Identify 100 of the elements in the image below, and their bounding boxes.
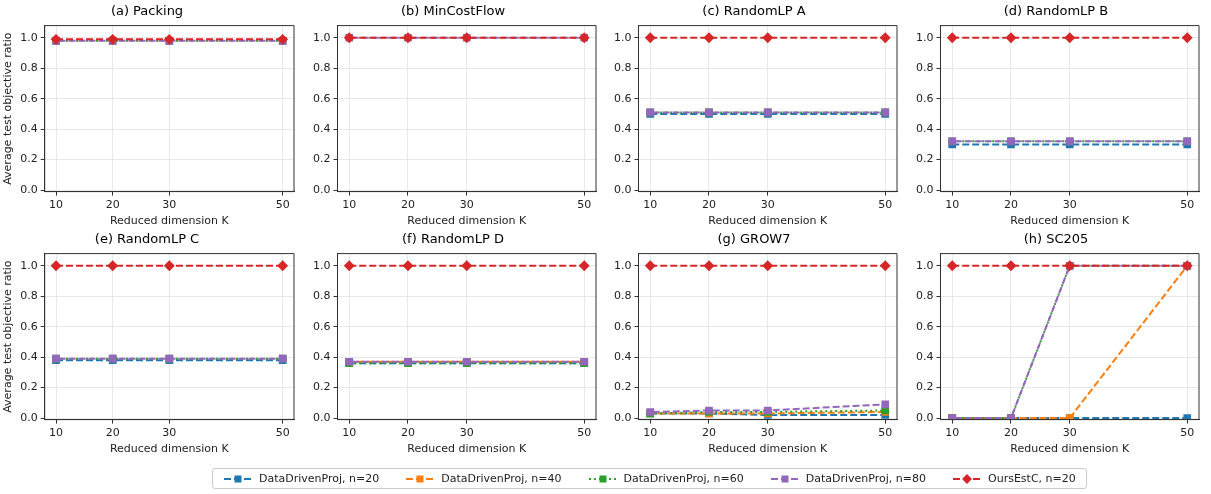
chart-title: (d) RandomLP B bbox=[1003, 3, 1109, 19]
chart-title: (b) MinCostFlow bbox=[400, 3, 506, 19]
y-tick-label: 0.6 bbox=[915, 91, 934, 105]
x-axis-title: Reduced dimension K bbox=[109, 214, 230, 228]
x-tick-label: 20 bbox=[702, 426, 716, 440]
x-tick-label: 50 bbox=[275, 198, 290, 212]
chart-title: (h) SC205 bbox=[1023, 231, 1089, 247]
y-tick-label: 0.6 bbox=[20, 319, 38, 333]
y-tick-label: 0.6 bbox=[613, 91, 632, 105]
y-tick-label: 0.4 bbox=[613, 122, 632, 136]
x-tick-label: 50 bbox=[577, 426, 592, 440]
y-tick-label: 0.8 bbox=[312, 289, 331, 303]
y-tick-label: 1.0 bbox=[613, 30, 632, 44]
x-axis-title: Reduced dimension K bbox=[407, 214, 527, 228]
x-tick-label: 30 bbox=[162, 426, 177, 440]
chart-title: (c) RandomLP A bbox=[702, 3, 806, 19]
legend-label: OursEstC, n=20 bbox=[988, 472, 1076, 485]
x-tick-label: 20 bbox=[401, 426, 415, 440]
y-tick-label: 1.0 bbox=[613, 258, 632, 272]
y-tick-label: 0.8 bbox=[613, 61, 632, 75]
x-tick-label: 20 bbox=[105, 426, 120, 440]
x-tick-label: 50 bbox=[878, 426, 893, 440]
x-tick-label: 10 bbox=[342, 198, 357, 212]
y-tick-label: 0.8 bbox=[20, 289, 38, 303]
x-tick-label: 50 bbox=[275, 426, 290, 440]
y-tick-label: 1.0 bbox=[20, 30, 38, 44]
y-tick-label: 0.0 bbox=[20, 410, 38, 424]
x-tick-label: 50 bbox=[577, 198, 592, 212]
y-tick-label: 0.2 bbox=[20, 380, 38, 394]
y-tick-label: 0.0 bbox=[312, 182, 331, 196]
x-axis-title: Reduced dimension K bbox=[708, 442, 828, 456]
x-tick-label: 10 bbox=[49, 426, 64, 440]
x-tick-label: 20 bbox=[401, 198, 415, 212]
x-tick-label: 10 bbox=[945, 426, 960, 440]
x-axis-title: Reduced dimension K bbox=[109, 442, 230, 456]
y-tick-label: 0.0 bbox=[613, 182, 632, 196]
x-tick-label: 10 bbox=[342, 426, 357, 440]
x-axis-title: Reduced dimension K bbox=[708, 214, 828, 228]
chart-title: (e) RandomLP C bbox=[94, 231, 200, 247]
y-tick-label: 1.0 bbox=[312, 30, 331, 44]
y-tick-label: 0.6 bbox=[312, 319, 331, 333]
y-tick-label: 0.2 bbox=[312, 380, 331, 394]
y-tick-label: 0.6 bbox=[915, 319, 934, 333]
y-tick-label: 0.2 bbox=[613, 380, 632, 394]
x-tick-label: 30 bbox=[1062, 426, 1077, 440]
y-tick-label: 0.6 bbox=[312, 91, 331, 105]
x-axis-title: Reduced dimension K bbox=[1010, 442, 1130, 456]
chart-title: (g) GROW7 bbox=[717, 231, 791, 247]
y-tick-label: 0.8 bbox=[915, 289, 934, 303]
y-tick-label: 1.0 bbox=[312, 258, 331, 272]
x-tick-label: 30 bbox=[760, 198, 775, 212]
x-tick-label: 50 bbox=[1180, 426, 1195, 440]
y-tick-label: 0.4 bbox=[312, 350, 331, 364]
y-tick-label: 0.0 bbox=[915, 182, 934, 196]
x-tick-label: 50 bbox=[878, 198, 893, 212]
legend-label: DataDrivenProj, n=60 bbox=[623, 472, 744, 485]
y-tick-label: 0.0 bbox=[20, 182, 38, 196]
x-tick-label: 10 bbox=[643, 198, 658, 212]
y-tick-label: 0.2 bbox=[915, 152, 934, 166]
x-tick-label: 50 bbox=[1180, 198, 1195, 212]
y-tick-label: 0.4 bbox=[312, 122, 331, 136]
legend-label: DataDrivenProj, n=40 bbox=[441, 472, 562, 485]
y-tick-label: 0.0 bbox=[613, 410, 632, 424]
y-tick-label: 0.4 bbox=[915, 350, 934, 364]
y-tick-label: 1.0 bbox=[915, 258, 934, 272]
y-tick-label: 0.6 bbox=[613, 319, 632, 333]
y-tick-label: 0.4 bbox=[20, 122, 38, 136]
chart-title: (f) RandomLP D bbox=[402, 231, 504, 247]
y-tick-label: 0.0 bbox=[915, 410, 934, 424]
y-tick-label: 0.2 bbox=[613, 152, 632, 166]
y-tick-label: 0.8 bbox=[613, 289, 632, 303]
x-tick-label: 10 bbox=[945, 198, 960, 212]
x-tick-label: 30 bbox=[459, 426, 474, 440]
x-tick-label: 30 bbox=[162, 198, 177, 212]
y-tick-label: 0.0 bbox=[312, 410, 331, 424]
y-tick-label: 0.4 bbox=[915, 122, 934, 136]
y-axis-title: Average test objective ratio bbox=[1, 260, 15, 413]
x-axis-title: Reduced dimension K bbox=[1010, 214, 1130, 228]
x-tick-label: 20 bbox=[105, 198, 120, 212]
x-tick-label: 20 bbox=[1004, 426, 1018, 440]
legend-label: DataDrivenProj, n=20 bbox=[259, 472, 380, 485]
chart-title: (a) Packing bbox=[110, 3, 184, 19]
y-tick-label: 0.2 bbox=[20, 152, 38, 166]
x-tick-label: 20 bbox=[1004, 198, 1018, 212]
x-tick-label: 20 bbox=[702, 198, 716, 212]
y-tick-label: 0.2 bbox=[915, 380, 934, 394]
x-tick-label: 30 bbox=[1062, 198, 1077, 212]
y-tick-label: 1.0 bbox=[20, 258, 38, 272]
y-tick-label: 0.8 bbox=[915, 61, 934, 75]
y-tick-label: 0.8 bbox=[312, 61, 331, 75]
y-axis-title: Average test objective ratio bbox=[1, 32, 15, 185]
x-tick-label: 10 bbox=[49, 198, 64, 212]
y-tick-label: 0.6 bbox=[20, 91, 38, 105]
x-axis-title: Reduced dimension K bbox=[407, 442, 527, 456]
y-tick-label: 0.4 bbox=[613, 350, 632, 364]
y-tick-label: 0.4 bbox=[20, 350, 38, 364]
y-tick-label: 0.8 bbox=[20, 61, 38, 75]
x-tick-label: 10 bbox=[643, 426, 658, 440]
y-tick-label: 1.0 bbox=[915, 30, 934, 44]
x-tick-label: 30 bbox=[459, 198, 474, 212]
